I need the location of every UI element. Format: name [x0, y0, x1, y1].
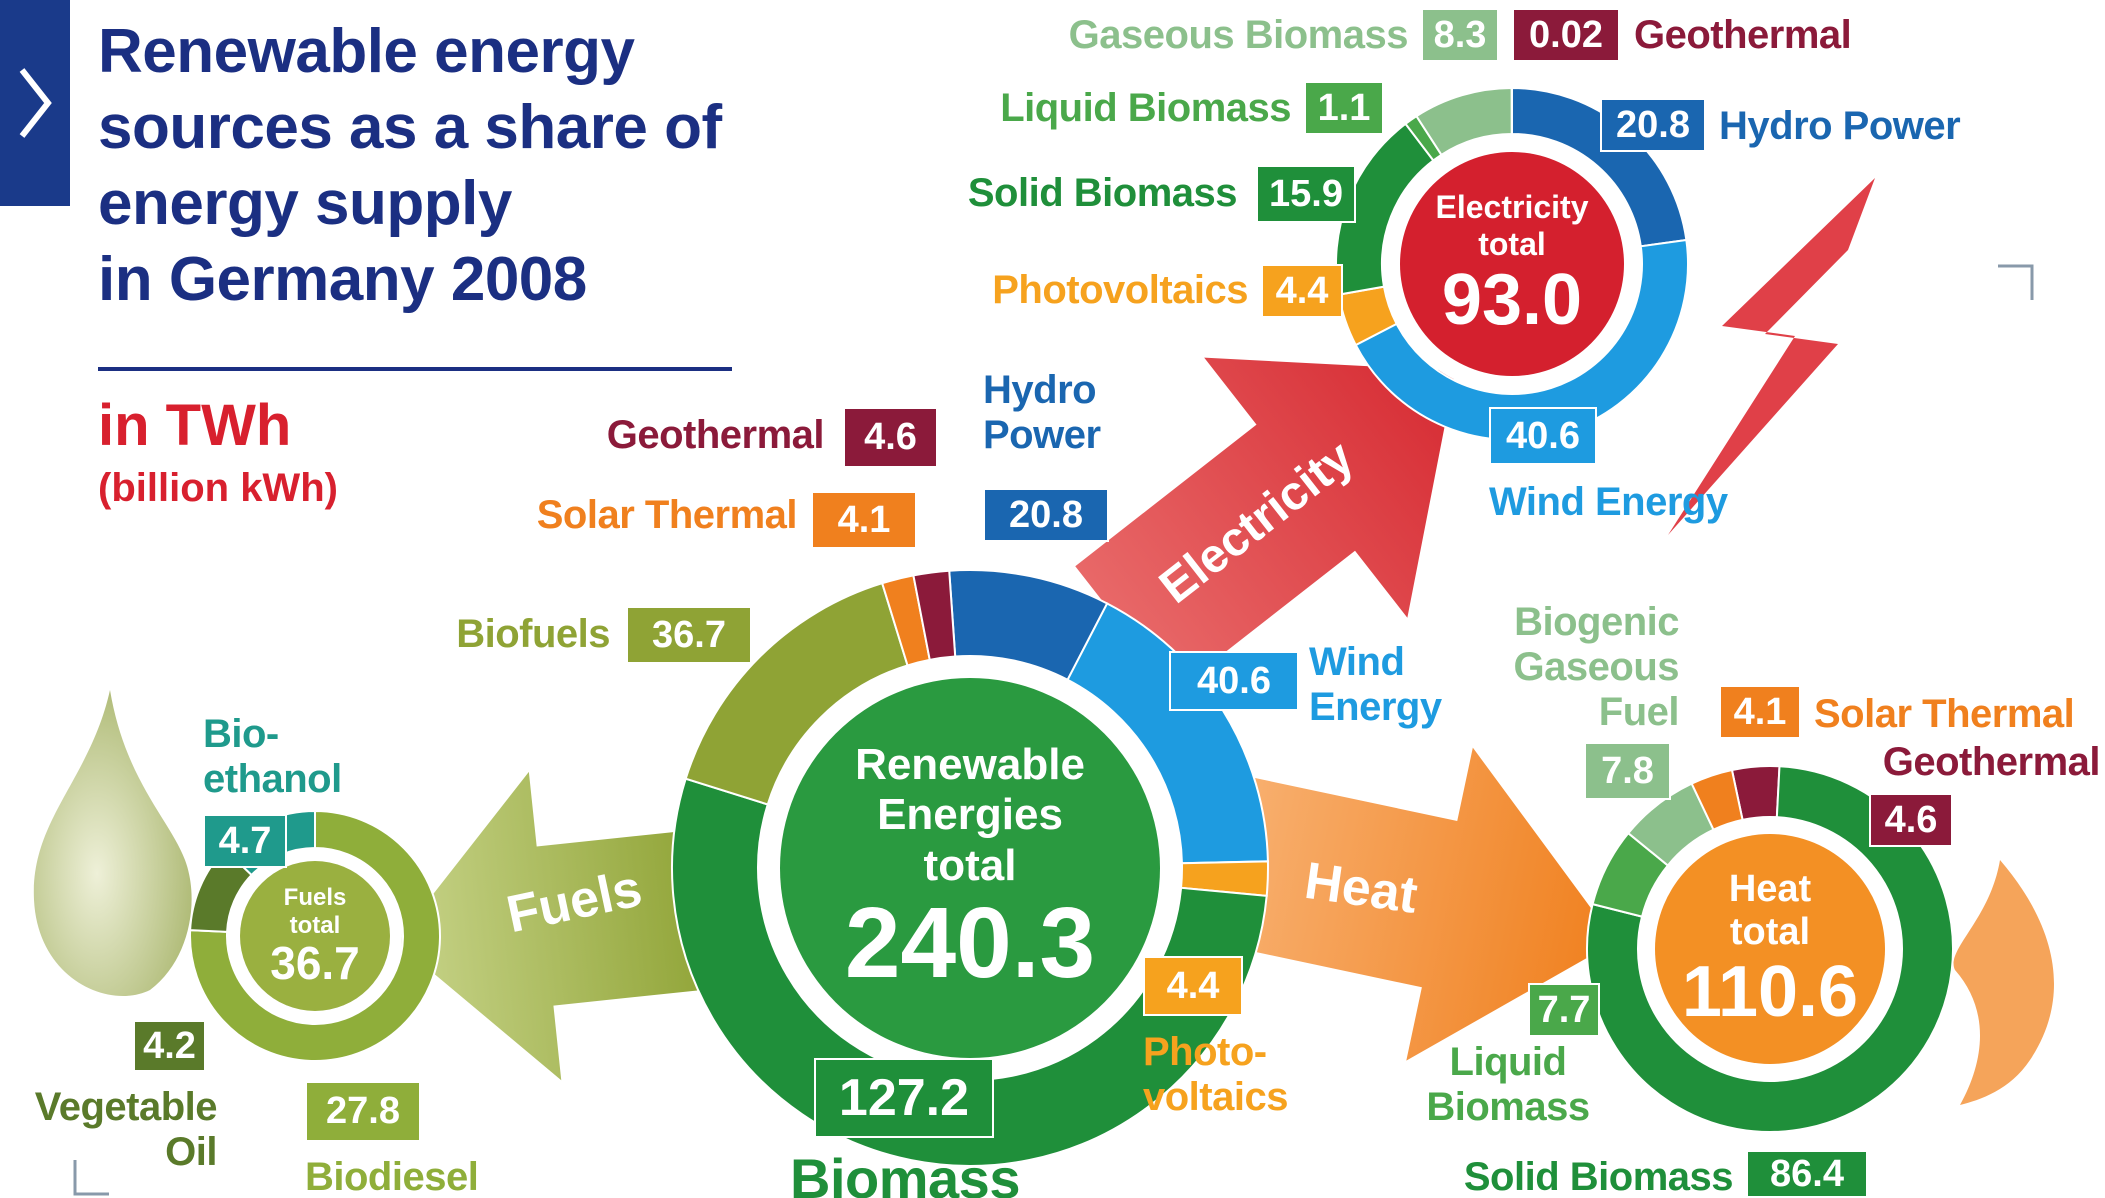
corner-mark	[1998, 266, 2032, 300]
segment-name: Liquid Biomass	[1000, 86, 1291, 131]
segment-name: Geothermal	[1634, 13, 1851, 58]
value-label: 8.3	[1421, 8, 1499, 62]
flame-icon	[1954, 860, 2054, 1105]
value-label: 4.4	[1261, 264, 1343, 318]
value-label: 20.8	[1600, 98, 1706, 152]
segment-name: Biomass	[790, 1148, 1020, 1198]
value-label: 20.8	[983, 488, 1109, 542]
segment-name: Geothermal	[1883, 740, 2100, 785]
segment-name: Photovoltaics	[992, 268, 1248, 313]
value-label: 1.1	[1304, 81, 1384, 135]
segment-name: Hydro Power	[1719, 104, 1960, 149]
segment-name: Solid Biomass	[1464, 1155, 1733, 1198]
center-total: 240.3	[845, 891, 1095, 996]
title-tab	[0, 0, 70, 206]
segment-name: Wind Energy	[1489, 480, 1728, 525]
segment-name: Bio- ethanol	[203, 712, 342, 802]
infographic: Electricity Heat Fuels Renewable energy …	[0, 0, 2105, 1198]
value-label: 4.1	[811, 491, 917, 549]
center-label: Fuels total	[284, 884, 347, 939]
center-total: 36.7	[270, 939, 360, 987]
value-label: 36.7	[626, 606, 752, 664]
segment-name: Solar Thermal	[1814, 692, 2074, 737]
segment-name: Geothermal	[607, 413, 824, 458]
value-label: 27.8	[305, 1081, 421, 1142]
unit-note: (billion kWh)	[98, 466, 338, 511]
segment-name: Solid Biomass	[968, 171, 1237, 216]
value-label: 7.8	[1584, 742, 1671, 800]
segment-name: Gaseous Biomass	[1069, 13, 1408, 58]
segment-name: Solar Thermal	[537, 493, 797, 538]
value-label: 4.6	[843, 407, 938, 468]
value-label: 40.6	[1489, 407, 1597, 465]
segment-name: Wind Energy	[1309, 640, 1442, 730]
value-label: 15.9	[1256, 165, 1356, 223]
value-label: 4.1	[1719, 685, 1801, 739]
center-total: 110.6	[1682, 955, 1858, 1031]
value-label: 4.7	[203, 814, 287, 868]
value-label: 86.4	[1746, 1150, 1868, 1198]
segment-name: Vegetable Oil	[35, 1085, 217, 1175]
center-label: Renewable Energies total	[855, 740, 1085, 892]
unit: in TWh	[98, 392, 291, 459]
value-label: 4.2	[133, 1020, 206, 1072]
segment-name: Biofuels	[456, 612, 610, 657]
center-label: Heat total	[1729, 868, 1811, 955]
center-total: 93.0	[1442, 263, 1582, 339]
title: Renewable energy sources as a share of e…	[98, 14, 722, 318]
segment-name: Biogenic Gaseous Fuel	[1514, 600, 1679, 735]
segment-name: Hydro Power	[983, 368, 1101, 458]
segment-name: Biodiesel	[305, 1155, 478, 1198]
value-label: 7.7	[1528, 983, 1600, 1037]
value-label: 127.2	[814, 1058, 994, 1138]
value-label: 0.02	[1512, 8, 1620, 62]
segment-name: Photo- voltaics	[1143, 1030, 1288, 1120]
center-label: Electricity total	[1436, 189, 1589, 263]
drop-icon	[34, 690, 192, 996]
segment-name: Liquid Biomass	[1426, 1040, 1589, 1130]
value-label: 40.6	[1169, 651, 1299, 711]
